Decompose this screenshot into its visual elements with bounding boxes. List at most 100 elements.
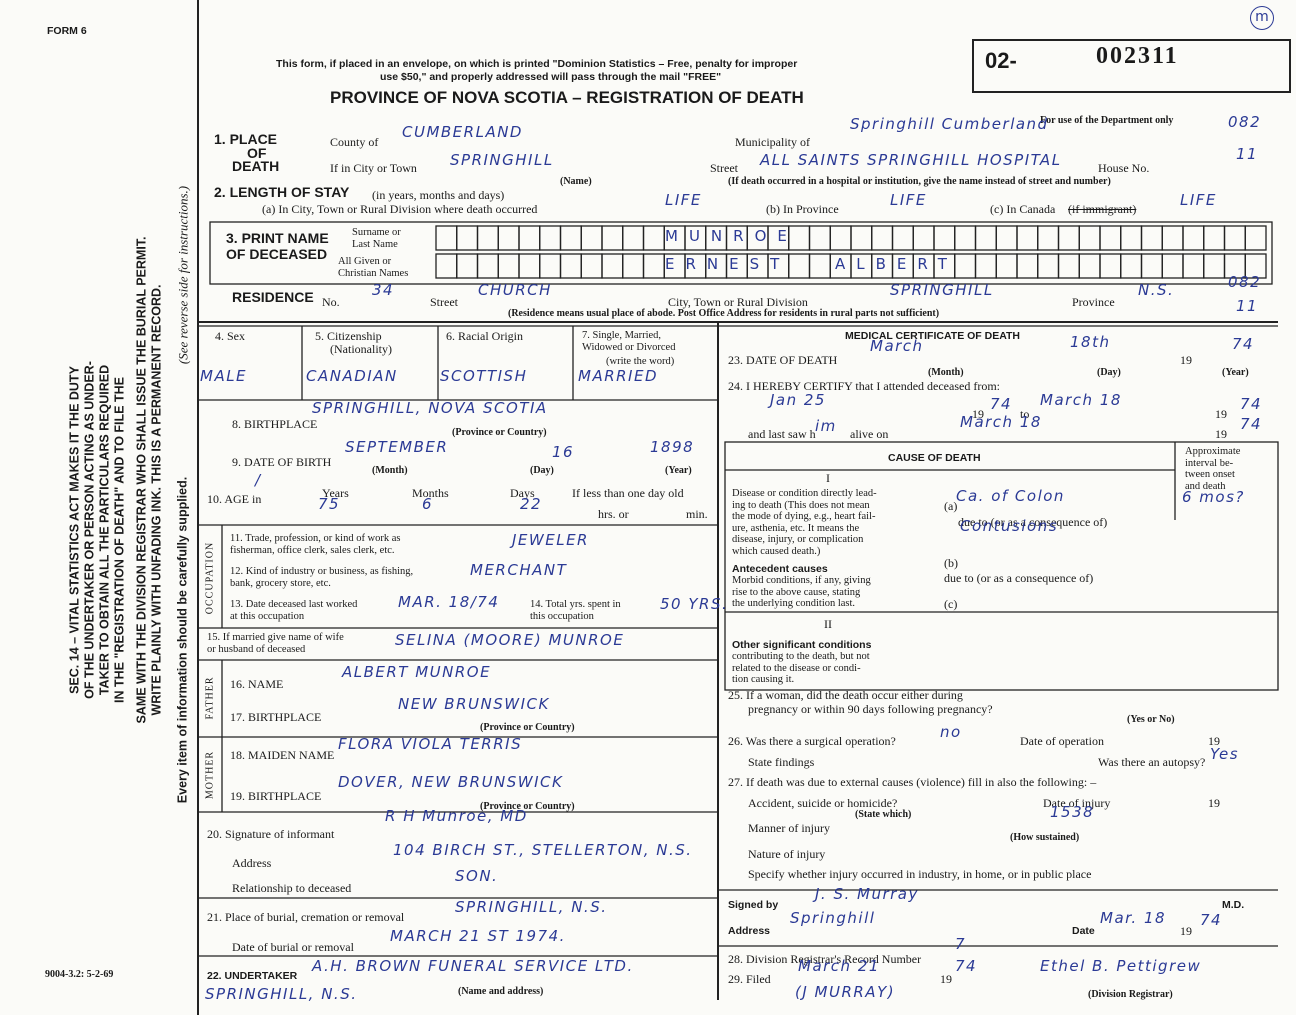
age-days: 22 [520,495,543,513]
stay-city: LIFE [665,191,702,209]
residence: RESIDENCE [232,289,314,305]
name-cell [974,225,997,251]
surname: Surname or Last Name [352,227,401,250]
name-cell [1078,225,1101,251]
p23-day: (Day) [1097,367,1121,378]
name-cell [808,225,831,251]
name-cell [871,225,894,251]
p2-immigrant: (if immigrant) [1068,202,1137,216]
name-cell [559,225,582,251]
age-years: 75 [318,495,341,513]
signed: Signed by [728,899,779,911]
p24-19b: 19 [1215,407,1227,421]
burial-place: SPRINGHILL, N.S. [455,898,608,916]
saw-year: 74 [1240,415,1263,433]
saw: im [815,417,837,435]
months: Months [412,486,449,500]
p21: 21. Place of burial, cremation or remova… [207,910,405,924]
name-cell [476,253,499,279]
cause-box [724,441,1279,691]
hospital-note: (If death occurred in a hospital or inst… [728,176,1111,187]
4: SAME WITH THE DIVISION REGISTRAR WHO SHA… [134,236,149,724]
industry: MERCHANT [470,561,568,579]
marital: MARRIED [578,367,658,385]
res-no: 34 [372,281,395,299]
cod-title: CAUSE OF DEATH [888,452,981,464]
p4: 4. Sex [215,329,245,343]
municipality: Municipality of [735,135,810,149]
p1-death: DEATH [232,158,280,174]
reg-prefix: 02- [985,48,1017,73]
name-cell [580,253,603,279]
p6: 6. Racial Origin [446,329,523,343]
days: Days [510,486,535,500]
name-cell [601,225,624,251]
p14: 14. Total yrs. spent in this occupation [530,599,621,622]
name-cell [518,225,541,251]
interval-a: 6 mos? [1182,488,1245,506]
autopsy: Yes [1210,745,1240,763]
p12: 12. Kind of industry or business, as fis… [230,566,414,589]
reg-number: 002311 [1096,43,1179,69]
p24-19a: 19 [972,407,984,421]
name-cell [1120,225,1143,251]
res-code: 082 [1228,273,1262,291]
p10: 10. AGE in [207,492,262,506]
attended-from: Jan 25 [770,391,826,409]
city-town: If in City or Town [330,161,417,175]
address: Springhill [790,909,876,927]
res-street: Street [430,295,458,309]
filed-by: (J MURRAY) [795,983,896,1001]
accident: Accident, suicide or homicide? [748,796,898,810]
p9-month: (Month) [372,465,408,476]
p15: 15. If married give name of wife or husb… [207,632,344,655]
spouse: SELINA (MOORE) MUNROE [395,631,625,649]
p20: 20. Signature of informant [207,827,335,841]
date-year: 74 [1200,911,1223,929]
every-item: Every item of information should be care… [175,476,190,804]
state-which: (State which) [855,809,912,820]
name-cell [476,225,499,251]
name-cell [456,225,479,251]
signed: J. S. Murray [815,885,919,903]
dept-note: For use of the Department only [1040,115,1174,126]
name-cell [518,253,541,279]
undertaker: A.H. BROWN FUNERAL SERVICE LTD. [312,957,634,975]
name-cell [642,253,665,279]
name-cell [1057,225,1080,251]
death-year: 74 [1232,335,1255,353]
occupation: OCCUPATION [204,541,216,615]
p9: 9. DATE OF BIRTH [232,455,332,469]
stay-canada: LIFE [1180,191,1217,209]
registrar: Ethel B. Pettigrew [1040,957,1202,975]
father: FATHER [204,676,216,720]
p26-19: 19 [1208,734,1220,748]
name-cell [1037,253,1060,279]
res-province: N.S. [1138,281,1175,299]
interval: Approximate interval be- tween onset and… [1185,446,1241,492]
burial-date: MARCH 21 ST 1974. [390,927,566,945]
p8: 8. BIRTHPLACE [232,417,318,431]
city: SPRINGHILL [450,151,554,169]
name-cell [891,225,914,251]
sex: MALE [200,367,248,385]
total-years: 50 YRS. [660,595,729,613]
b: (b) [944,556,958,570]
c: (c) [944,597,958,611]
stay-province: LIFE [890,191,927,209]
p3-print: 3. PRINT NAME [226,230,329,246]
p1-of: OF [247,145,267,161]
cause-a: Ca. of Colon [956,487,1065,505]
name-cell [539,253,562,279]
registrar: (Division Registrar) [1088,989,1173,1000]
med-title: MEDICAL CERTIFICATE OF DEATH [845,330,1020,342]
p25-2: pregnancy or within 90 days following pr… [748,702,993,716]
name-cell [456,253,479,279]
name-cell [601,253,624,279]
death-month: March [870,337,924,355]
p17: 17. BIRTHPLACE [230,710,322,724]
name-cell [829,225,852,251]
name-cell [788,253,811,279]
p23: 23. DATE OF DEATH [728,353,838,367]
manner: Manner of injury [748,821,830,835]
